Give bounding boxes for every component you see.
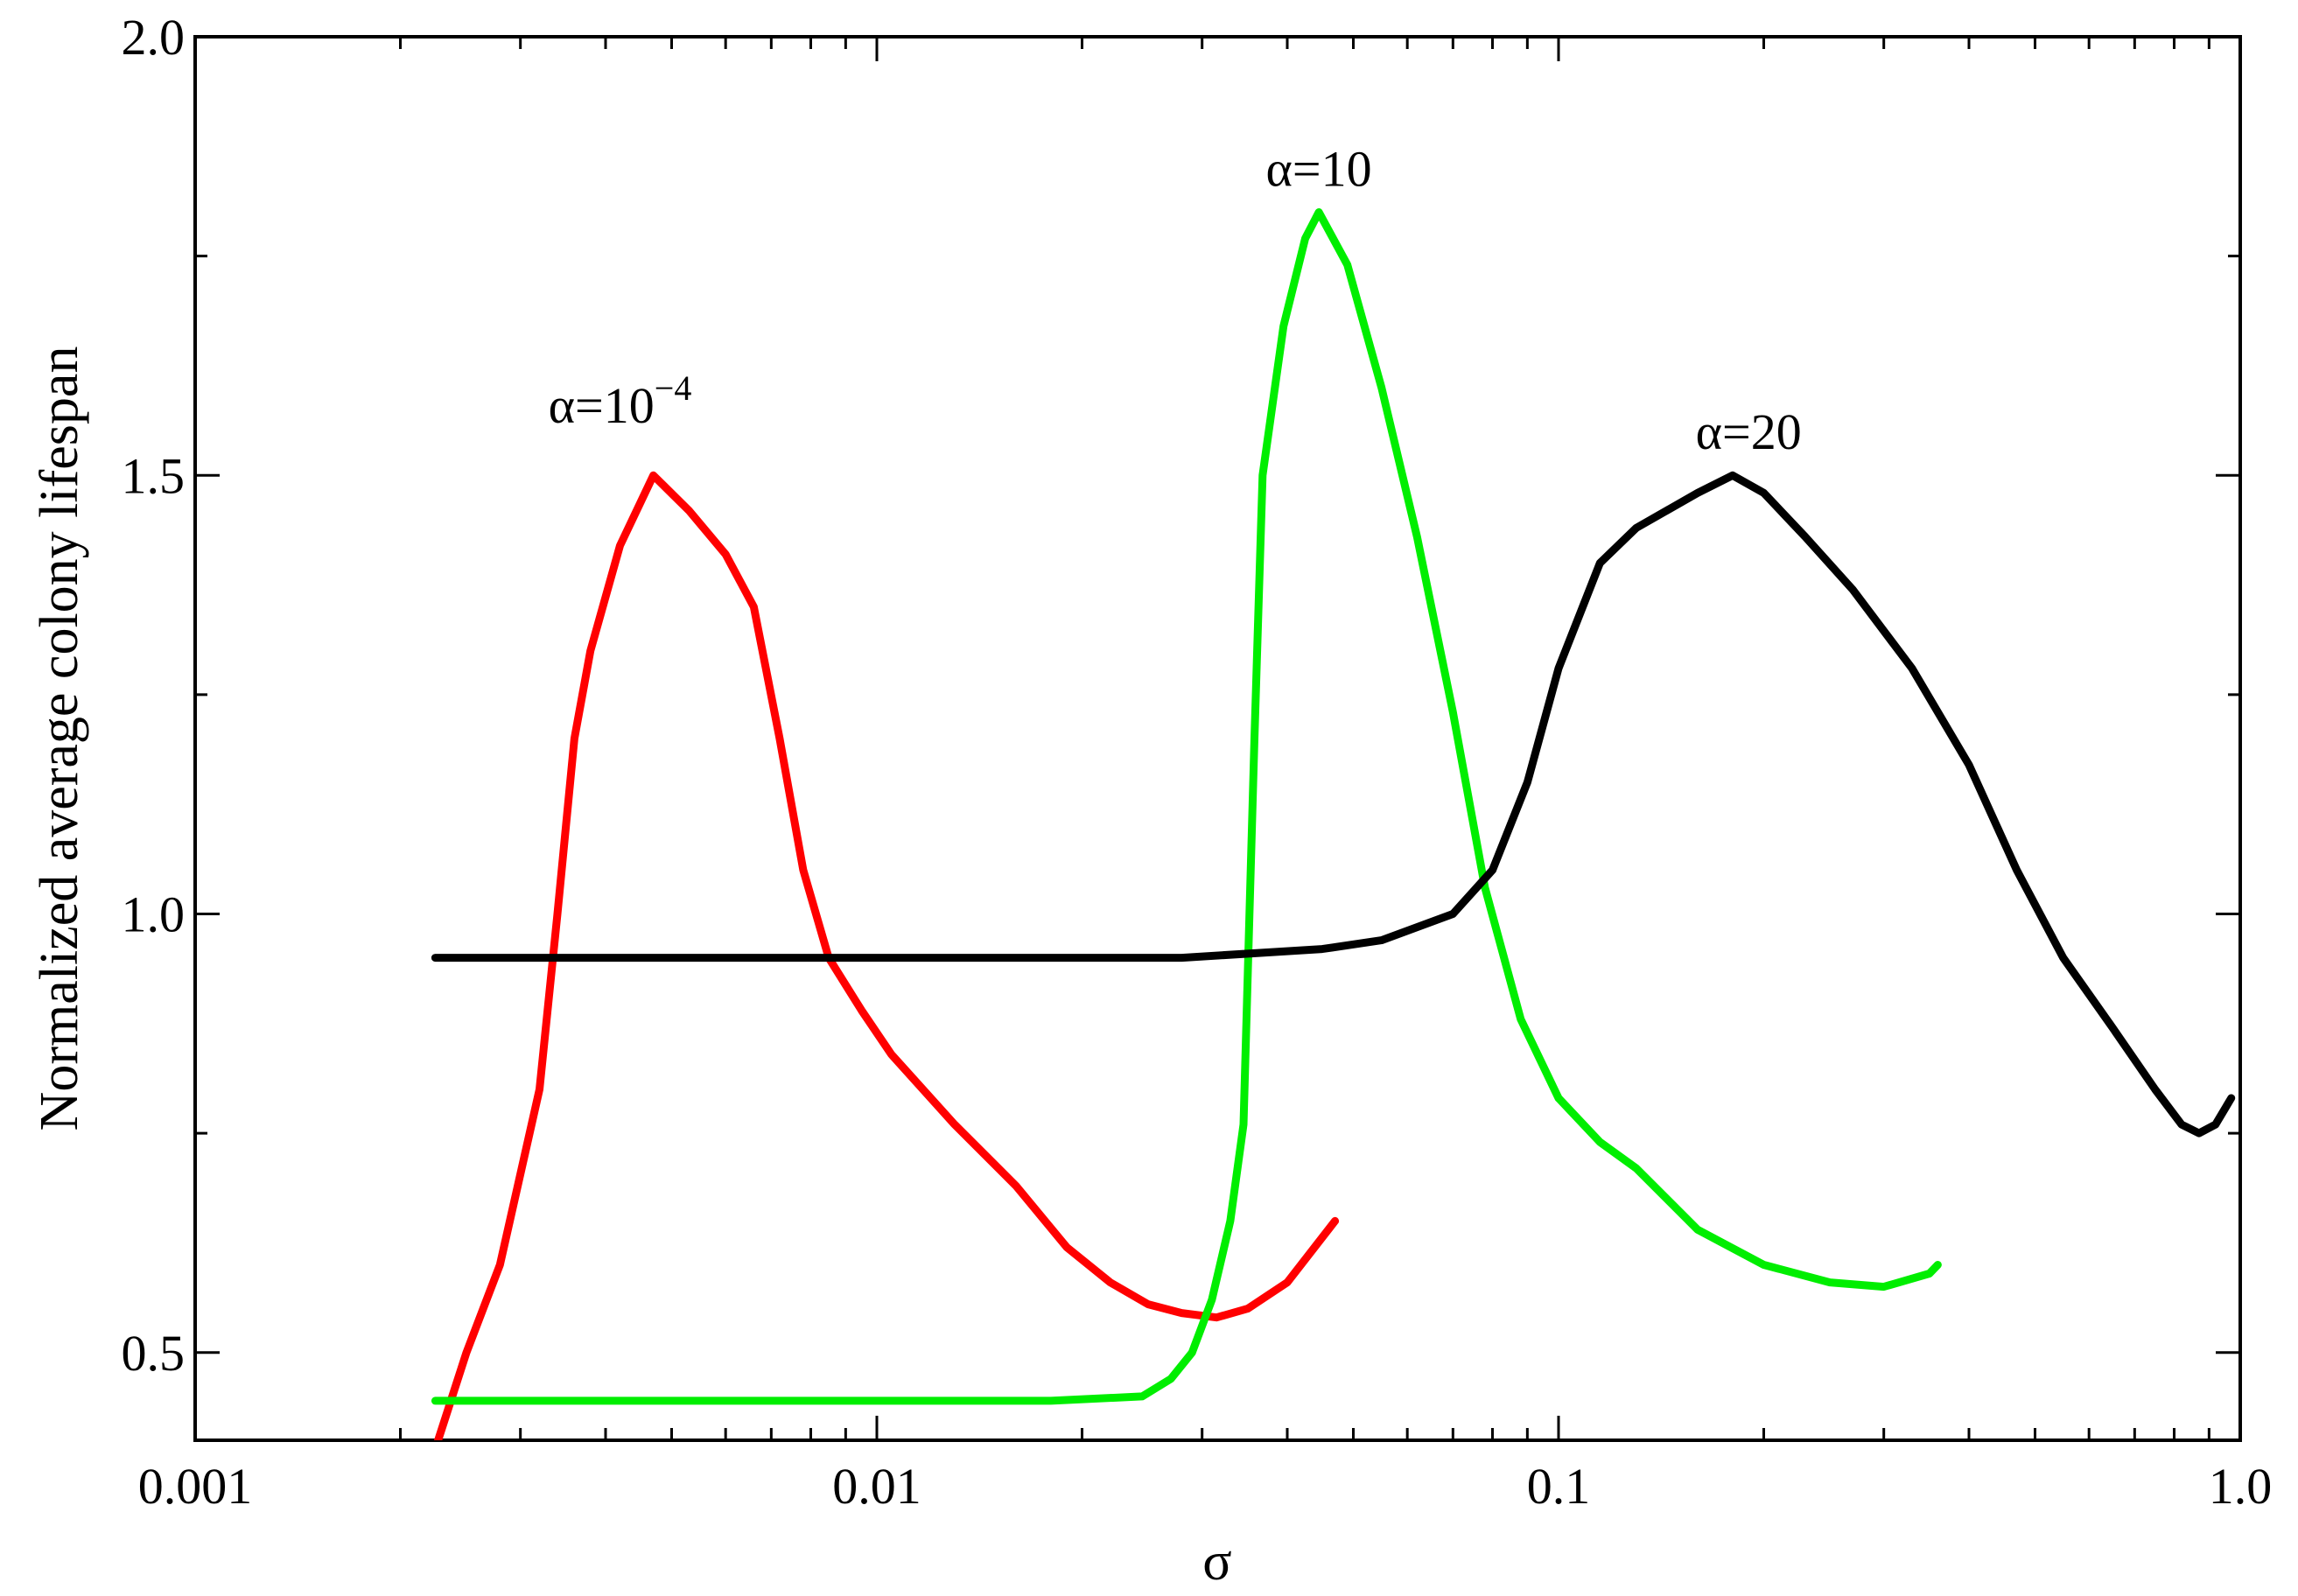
axis-ticks	[193, 35, 2242, 1440]
annotation-text: α=10	[549, 377, 655, 434]
y-tick-label: 1.0	[122, 886, 186, 943]
annotation-text: α=10	[1266, 140, 1372, 197]
series-line-0	[433, 471, 1340, 1440]
series-layer	[431, 208, 2236, 1440]
x-tick-label: 1.0	[2209, 1458, 2273, 1515]
y-tick-label: 0.5	[122, 1325, 186, 1382]
x-tick-label: 0.001	[138, 1458, 253, 1515]
y-axis-title: Normalized average colony lifespan	[30, 346, 89, 1131]
annotation-text: α=20	[1696, 403, 1802, 460]
x-axis-title: σ	[1202, 1532, 1231, 1592]
annotation-label: α=10−4	[549, 368, 692, 434]
series-line-1	[431, 208, 1942, 1405]
series-line-2	[431, 471, 2236, 1138]
annotation-superscript: −4	[655, 368, 692, 408]
y-tick-label: 1.5	[122, 447, 186, 504]
annotations: α=10−4α=10α=20	[549, 140, 1802, 460]
x-tick-label: 0.1	[1527, 1458, 1591, 1515]
plot-frame	[193, 35, 2242, 1442]
y-tick-label: 2.0	[122, 9, 186, 66]
annotation-label: α=20	[1696, 403, 1802, 460]
tick-labels: 0.001 0.01 0.1 1.0 0.5 1.0 1.5 2.0	[122, 9, 2273, 1515]
annotation-label: α=10	[1266, 140, 1372, 197]
x-tick-label: 0.01	[832, 1458, 921, 1515]
